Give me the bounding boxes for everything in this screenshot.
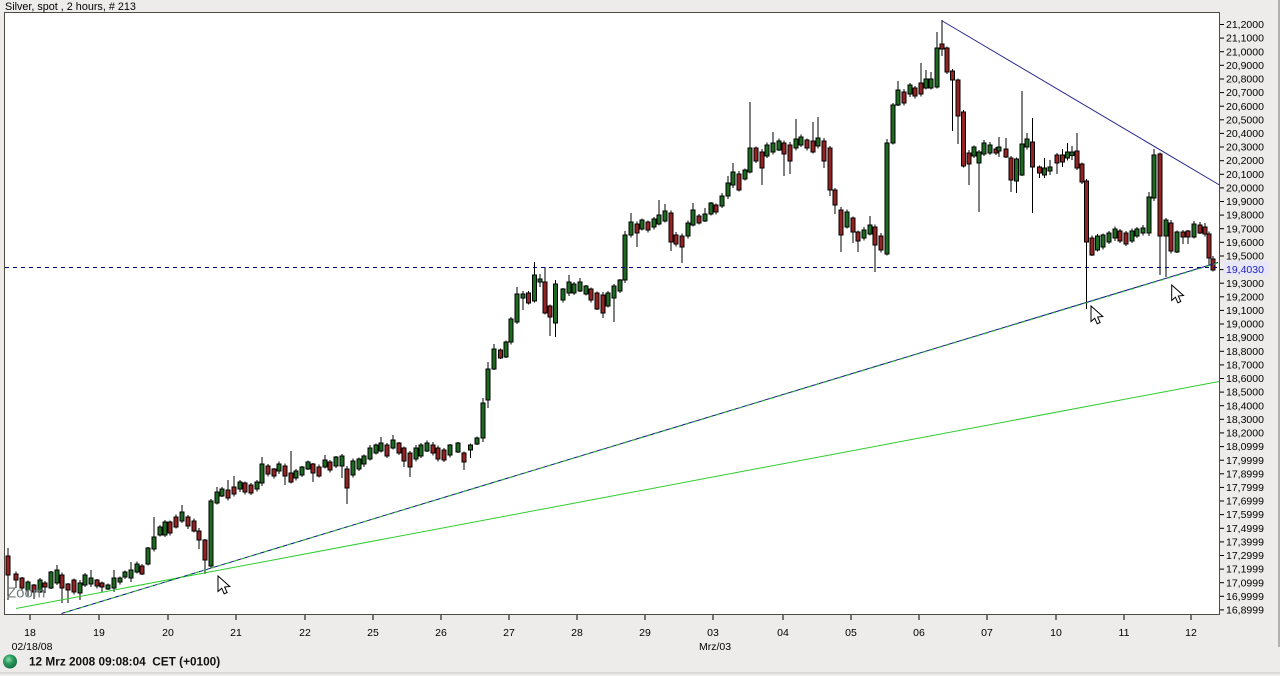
svg-text:17,1999: 17,1999 xyxy=(1226,564,1264,576)
svg-text:02/18/08: 02/18/08 xyxy=(12,641,53,653)
svg-text:18,2000: 18,2000 xyxy=(1226,428,1264,440)
svg-text:12 Mrz 2008 09:08:04 CET (+01: 12 Mrz 2008 09:08:04 CET (+0100) xyxy=(29,655,220,669)
svg-text:18,9000: 18,9000 xyxy=(1226,332,1264,344)
svg-text:20,5000: 20,5000 xyxy=(1226,114,1264,126)
svg-text:12: 12 xyxy=(1185,627,1197,639)
svg-text:18,4000: 18,4000 xyxy=(1226,400,1264,412)
svg-text:16,8999: 16,8999 xyxy=(1226,605,1264,617)
svg-text:27: 27 xyxy=(503,627,515,639)
svg-text:05: 05 xyxy=(845,627,857,639)
svg-text:20,7000: 20,7000 xyxy=(1226,87,1264,99)
svg-text:20,3000: 20,3000 xyxy=(1226,142,1264,154)
svg-text:17,5999: 17,5999 xyxy=(1226,509,1264,521)
svg-text:19,1000: 19,1000 xyxy=(1226,305,1264,317)
svg-text:20: 20 xyxy=(162,627,174,639)
svg-text:17,6999: 17,6999 xyxy=(1226,496,1264,508)
svg-text:18,6000: 18,6000 xyxy=(1226,373,1264,385)
svg-text:22: 22 xyxy=(299,627,311,639)
svg-text:20,1000: 20,1000 xyxy=(1226,169,1264,181)
svg-text:28: 28 xyxy=(571,627,583,639)
svg-text:21,1000: 21,1000 xyxy=(1226,33,1264,45)
svg-text:Silver, spot , 2 hours, # 213: Silver, spot , 2 hours, # 213 xyxy=(5,1,136,13)
svg-text:Zoom: Zoom xyxy=(7,585,45,602)
svg-text:19,2000: 19,2000 xyxy=(1226,291,1264,303)
svg-text:18,7000: 18,7000 xyxy=(1226,360,1264,372)
svg-text:10: 10 xyxy=(1050,627,1062,639)
svg-text:17,0999: 17,0999 xyxy=(1226,577,1264,589)
svg-text:19,4030: 19,4030 xyxy=(1226,264,1264,276)
svg-text:19,3000: 19,3000 xyxy=(1226,278,1264,290)
svg-text:18,8000: 18,8000 xyxy=(1226,346,1264,358)
svg-text:20,0000: 20,0000 xyxy=(1226,183,1264,195)
svg-text:19,8000: 19,8000 xyxy=(1226,210,1264,222)
svg-text:20,2000: 20,2000 xyxy=(1226,155,1264,167)
svg-text:03: 03 xyxy=(707,627,719,639)
svg-text:17,7999: 17,7999 xyxy=(1226,482,1264,494)
svg-text:21,0000: 21,0000 xyxy=(1226,46,1264,58)
svg-text:18,5000: 18,5000 xyxy=(1226,387,1264,399)
svg-text:17,9999: 17,9999 xyxy=(1226,455,1264,467)
svg-text:21: 21 xyxy=(230,627,242,639)
svg-text:20,8000: 20,8000 xyxy=(1226,74,1264,86)
svg-text:19,9000: 19,9000 xyxy=(1226,196,1264,208)
svg-text:19,5000: 19,5000 xyxy=(1226,251,1264,263)
svg-text:20,6000: 20,6000 xyxy=(1226,101,1264,113)
svg-text:Mrz/03: Mrz/03 xyxy=(699,641,731,653)
svg-text:19: 19 xyxy=(93,627,105,639)
svg-text:21,2000: 21,2000 xyxy=(1226,19,1264,31)
svg-text:18,0999: 18,0999 xyxy=(1226,441,1264,453)
svg-text:07: 07 xyxy=(981,627,993,639)
svg-text:25: 25 xyxy=(367,627,379,639)
svg-text:06: 06 xyxy=(913,627,925,639)
svg-text:18,3000: 18,3000 xyxy=(1226,414,1264,426)
svg-text:19,7000: 19,7000 xyxy=(1226,223,1264,235)
svg-text:20,4000: 20,4000 xyxy=(1226,128,1264,140)
svg-text:20,9000: 20,9000 xyxy=(1226,60,1264,72)
svg-text:17,8999: 17,8999 xyxy=(1226,468,1264,480)
svg-text:11: 11 xyxy=(1119,627,1130,639)
svg-text:26: 26 xyxy=(435,627,447,639)
svg-text:17,4999: 17,4999 xyxy=(1226,523,1264,535)
svg-text:18: 18 xyxy=(24,627,36,639)
svg-text:19,0000: 19,0000 xyxy=(1226,319,1264,331)
svg-text:04: 04 xyxy=(777,627,789,639)
svg-text:29: 29 xyxy=(639,627,651,639)
svg-text:17,2999: 17,2999 xyxy=(1226,550,1264,562)
svg-text:19,6000: 19,6000 xyxy=(1226,237,1264,249)
svg-text:16,9999: 16,9999 xyxy=(1226,591,1264,603)
svg-text:17,3999: 17,3999 xyxy=(1226,537,1264,549)
